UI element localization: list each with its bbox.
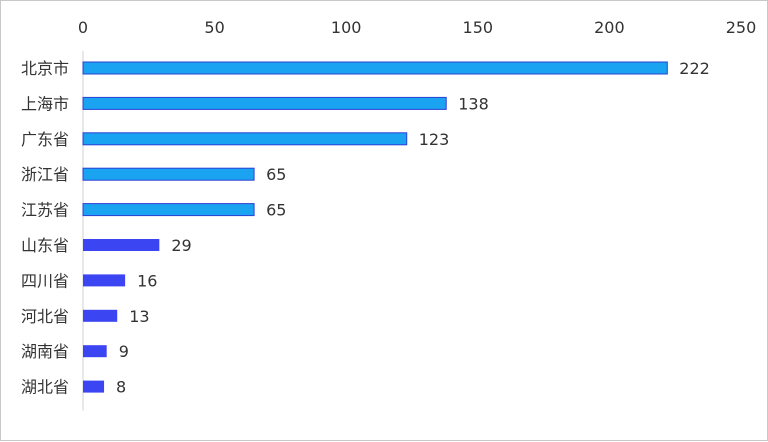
category-label: 浙江省 — [21, 165, 69, 184]
bar — [83, 345, 107, 358]
category-label: 上海市 — [21, 94, 69, 113]
bar — [82, 61, 668, 75]
category-label: 湖南省 — [21, 342, 69, 361]
bar — [83, 239, 160, 251]
bar — [83, 309, 118, 322]
value-label: 222 — [679, 59, 710, 78]
category-label: 江苏省 — [21, 201, 69, 220]
value-label: 9 — [119, 342, 129, 361]
x-tick-label: 150 — [463, 18, 494, 37]
x-tick-label: 200 — [594, 18, 625, 37]
value-label: 16 — [137, 271, 157, 290]
value-label: 13 — [129, 307, 149, 326]
category-label: 山东省 — [21, 236, 69, 255]
category-label: 北京市 — [21, 59, 69, 78]
category-label: 四川省 — [21, 271, 69, 290]
bar — [82, 132, 408, 146]
category-label: 河北省 — [21, 307, 69, 326]
bar — [83, 274, 126, 287]
category-label: 湖北省 — [21, 378, 69, 397]
x-tick-label: 0 — [78, 18, 88, 37]
value-label: 138 — [458, 94, 489, 113]
bar — [82, 167, 255, 181]
bar — [83, 380, 105, 393]
x-tick-label: 250 — [726, 18, 757, 37]
value-label: 65 — [266, 165, 286, 184]
category-label: 广东省 — [21, 130, 69, 149]
value-label: 123 — [419, 130, 450, 149]
bar — [82, 203, 255, 217]
x-tick-label: 100 — [331, 18, 362, 37]
bar — [82, 96, 447, 110]
value-label: 29 — [171, 236, 191, 255]
x-tick-label: 50 — [204, 18, 224, 37]
value-label: 8 — [116, 378, 126, 397]
value-label: 65 — [266, 201, 286, 220]
